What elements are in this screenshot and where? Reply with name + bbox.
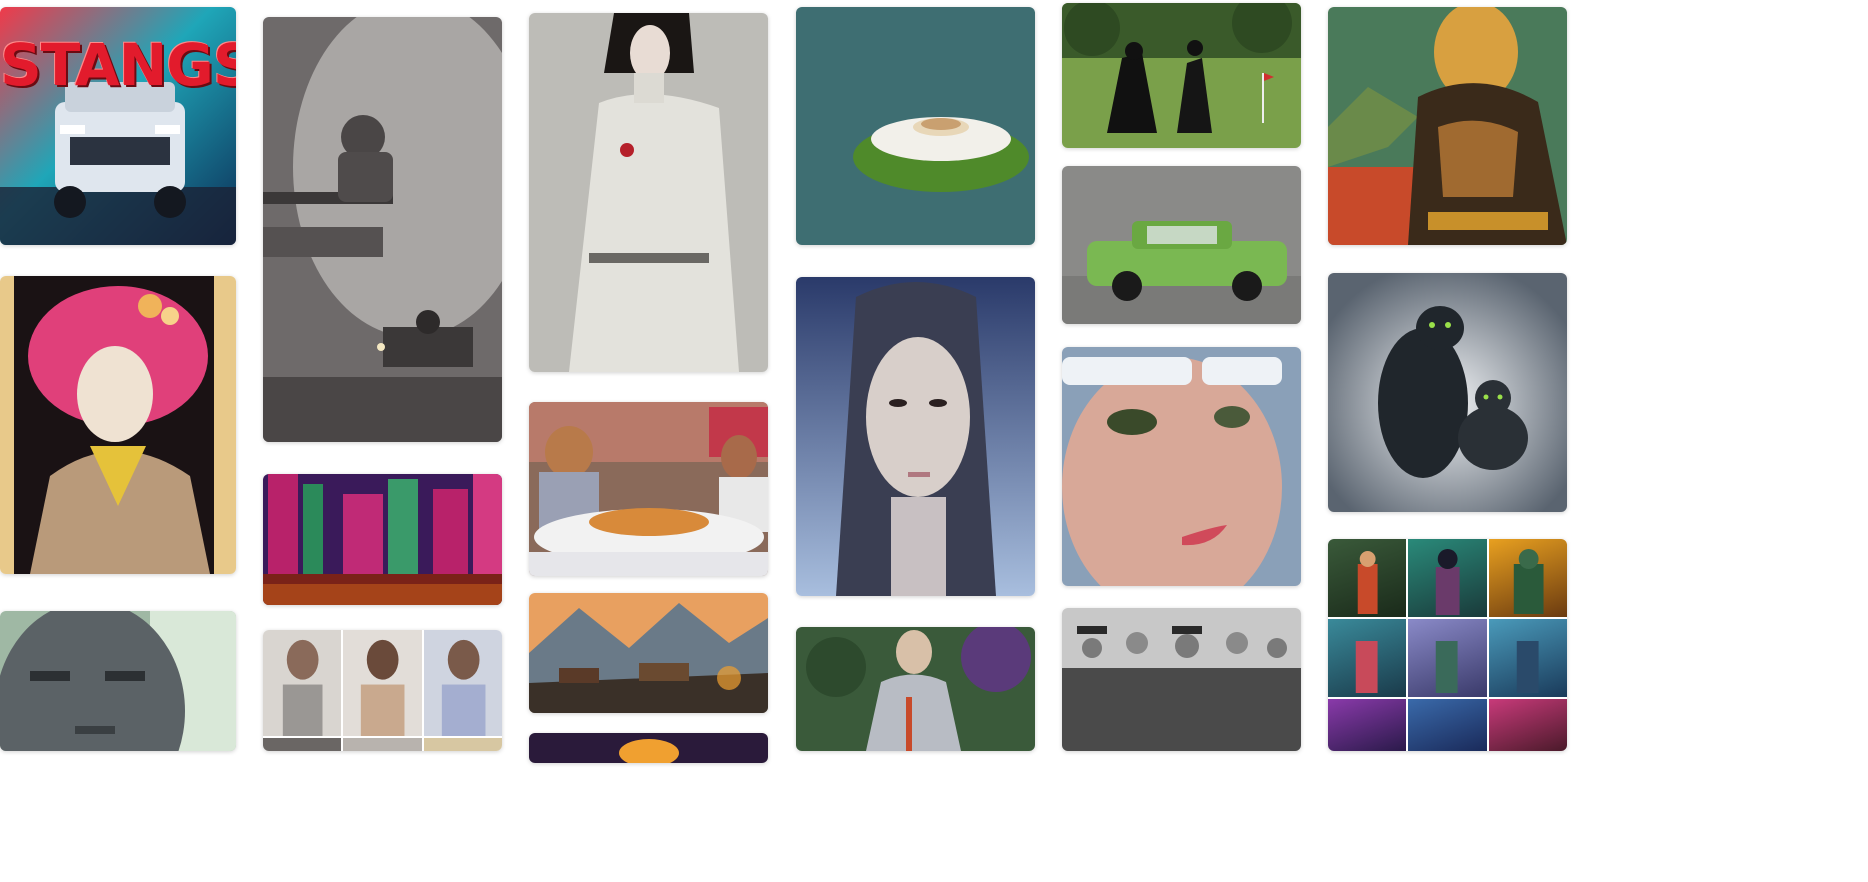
knight-in-garden-image (796, 627, 1035, 751)
asian-woman-portrait-image (796, 277, 1035, 596)
image-tile-fantasy-character-grid[interactable] (1328, 539, 1567, 751)
mona-lisa-image (1328, 7, 1567, 245)
fantasy-character-grid-image (1328, 539, 1567, 751)
image-tile-mona-lisa[interactable] (1328, 7, 1567, 245)
image-tile-pale-woman-dress[interactable] (529, 13, 768, 372)
grid-cell-image (361, 639, 405, 737)
image-tile-stone-face-warrior[interactable] (0, 611, 236, 751)
image-tile-truck-poster[interactable]: STANGS (0, 7, 236, 245)
fire-glow-image (529, 733, 768, 763)
cyborg-face-image (1062, 347, 1301, 586)
robot-room-image (263, 17, 502, 442)
green-muscle-car-image (1062, 166, 1301, 324)
image-tile-darth-vader-golf[interactable] (1062, 3, 1301, 148)
image-tile-cyborg-face[interactable] (1062, 347, 1301, 586)
military-officers-image (1062, 608, 1301, 751)
grid-cell-image (282, 639, 323, 737)
grid-cell-image (441, 639, 486, 737)
image-tile-knight-in-garden[interactable] (796, 627, 1035, 751)
image-tile-mountain-village[interactable] (529, 593, 768, 713)
stone-face-warrior-image (0, 611, 236, 751)
image-tile-military-officers[interactable] (1062, 608, 1301, 751)
black-cats-image (1328, 273, 1567, 512)
truck-poster-text: STANGS (0, 31, 236, 99)
truck-poster-image (0, 7, 236, 245)
mountain-village-image (529, 593, 768, 713)
floating-island-image (796, 7, 1035, 245)
image-tile-fire-glow[interactable] (529, 733, 768, 763)
pizza-diner-image (529, 402, 768, 576)
image-tile-neon-forest[interactable] (263, 474, 502, 605)
image-tile-green-muscle-car[interactable] (1062, 166, 1301, 324)
image-tile-pizza-diner[interactable] (529, 402, 768, 576)
image-tile-robot-room[interactable] (263, 17, 502, 442)
neon-forest-image (263, 474, 502, 605)
geisha-portrait-image (0, 276, 236, 574)
grid-cell-image (1436, 549, 1460, 615)
image-tile-woman-portrait-grid[interactable] (263, 630, 502, 751)
grid-cell-image (1355, 641, 1378, 693)
image-tile-asian-woman-portrait[interactable] (796, 277, 1035, 596)
grid-cell-image (1436, 641, 1458, 693)
grid-cell-image (1516, 641, 1539, 693)
image-tile-floating-island[interactable] (796, 7, 1035, 245)
pale-woman-dress-image (529, 13, 768, 372)
image-tile-black-cats[interactable] (1328, 273, 1567, 512)
darth-vader-golf-image (1062, 3, 1301, 148)
grid-cell-image (1357, 551, 1378, 614)
grid-cell-image (1513, 549, 1544, 614)
image-tile-geisha-portrait[interactable] (0, 276, 236, 574)
woman-portrait-grid-image (263, 630, 502, 751)
